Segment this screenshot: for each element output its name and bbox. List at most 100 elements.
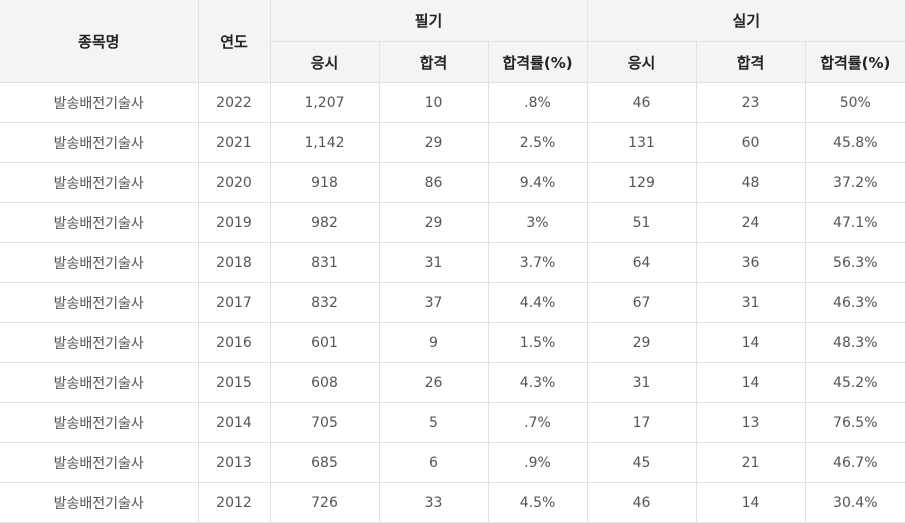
header-written-group: 필기 (269, 0, 588, 42)
cell-practical-passed: 24 (695, 202, 806, 243)
header-year: 연도 (197, 0, 271, 83)
header-practical-pass-rate: 합격률(%) (804, 41, 905, 83)
cell-practical-passed: 14 (695, 482, 806, 523)
table-body: 발송배전기술사 2022 1,207 10.8% 46 23 50% 발송배전기술사 2021 1… (0, 82, 905, 523)
cell-written-applicants: 918 (269, 162, 380, 203)
cell-written-pass-rate: 2.5% (487, 122, 588, 163)
cell-practical-applicants: 17 (586, 402, 697, 443)
cell-practical-pass-rate: 47.1% (804, 202, 905, 243)
table-header: 종목명 연도 필기 실기 응시 합격 합격률(%) 응시 합격 합격률(%) (0, 0, 905, 83)
cell-practical-applicants: 46 (586, 482, 697, 523)
header-written-pass-rate: 합격률(%) (487, 41, 588, 83)
cell-practical-pass-rate: 30.4% (804, 482, 905, 523)
cell-practical-applicants: 64 (586, 242, 697, 283)
cell-practical-pass-rate: 45.2% (804, 362, 905, 403)
cell-written-passed: 29 (378, 122, 489, 163)
header-practical-passed: 합격 (695, 41, 806, 83)
header-written-passed: 합격 (378, 41, 489, 83)
table-row: 발송배전기술사 2017 832 37 4.4% 67 31 46.3% (0, 282, 905, 323)
header-practical-group: 실기 (586, 0, 905, 42)
cell-year: 2021 (197, 122, 271, 163)
cell-practical-passed: 14 (695, 362, 806, 403)
table-row: 발송배전기술사 2015 608 26 4.3% 31 14 45.2% (0, 362, 905, 403)
header-row-groups: 종목명 연도 필기 실기 (0, 0, 905, 83)
cell-practical-applicants: 29 (586, 322, 697, 363)
cell-practical-pass-rate: 46.7% (804, 442, 905, 483)
cell-item-name: 발송배전기술사 (0, 362, 199, 403)
cell-year: 2016 (197, 322, 271, 363)
cell-written-passed: 31 (378, 242, 489, 283)
cell-year: 2018 (197, 242, 271, 283)
cell-written-passed: 86 (378, 162, 489, 203)
cell-practical-pass-rate: 46.3% (804, 282, 905, 323)
cell-year: 2019 (197, 202, 271, 243)
cell-practical-applicants: 67 (586, 282, 697, 323)
table-row: 발송배전기술사 2013 685 6.9% 45 21 46.7% (0, 442, 905, 483)
cell-written-pass-rate: 3.7% (487, 242, 588, 283)
cell-practical-pass-rate: 76.5% (804, 402, 905, 443)
cell-written-pass-rate: 4.4% (487, 282, 588, 323)
header-practical-applicants: 응시 (586, 41, 697, 83)
cell-practical-passed: 48 (695, 162, 806, 203)
cell-year: 2022 (197, 82, 271, 123)
cell-item-name: 발송배전기술사 (0, 402, 199, 443)
cell-practical-applicants: 46 (586, 82, 697, 123)
cell-written-applicants: 726 (269, 482, 380, 523)
cell-year: 2020 (197, 162, 271, 203)
cell-item-name: 발송배전기술사 (0, 122, 199, 163)
cell-written-applicants: 705 (269, 402, 380, 443)
cell-practical-pass-rate: 56.3% (804, 242, 905, 283)
cell-item-name: 발송배전기술사 (0, 442, 199, 483)
cell-practical-passed: 31 (695, 282, 806, 323)
cell-written-pass-rate: .9% (487, 442, 588, 483)
cell-practical-applicants: 129 (586, 162, 697, 203)
cell-item-name: 발송배전기술사 (0, 162, 199, 203)
cell-written-pass-rate: 3% (487, 202, 588, 243)
cell-practical-passed: 36 (695, 242, 806, 283)
cell-practical-pass-rate: 50% (804, 82, 905, 123)
cell-item-name: 발송배전기술사 (0, 282, 199, 323)
cell-written-passed: 5 (378, 402, 489, 443)
cell-written-applicants: 982 (269, 202, 380, 243)
table-row: 발송배전기술사 2022 1,207 10.8% 46 23 50% (0, 82, 905, 123)
cell-written-applicants: 1,142 (269, 122, 380, 163)
table-row: 발송배전기술사 2018 831 31 3.7% 64 36 56.3% (0, 242, 905, 283)
cell-written-passed: 26 (378, 362, 489, 403)
cell-item-name: 발송배전기술사 (0, 322, 199, 363)
cell-practical-applicants: 131 (586, 122, 697, 163)
cell-written-passed: 6 (378, 442, 489, 483)
cell-year: 2013 (197, 442, 271, 483)
cell-written-passed: 37 (378, 282, 489, 323)
cell-practical-pass-rate: 37.2% (804, 162, 905, 203)
table-row: 발송배전기술사 2020 918 86 9.4% 129 48 37.2% (0, 162, 905, 203)
cell-item-name: 발송배전기술사 (0, 482, 199, 523)
cell-practical-pass-rate: 48.3% (804, 322, 905, 363)
cell-practical-passed: 60 (695, 122, 806, 163)
table-row: 발송배전기술사 2014 705 5.7% 17 13 76.5% (0, 402, 905, 443)
cell-year: 2014 (197, 402, 271, 443)
header-written-applicants: 응시 (270, 41, 380, 83)
cell-year: 2012 (197, 482, 271, 523)
cell-written-passed: 10 (378, 82, 489, 123)
cell-written-pass-rate: 1.5% (487, 322, 588, 363)
cell-year: 2015 (197, 362, 271, 403)
cell-written-applicants: 831 (269, 242, 380, 283)
cell-practical-applicants: 31 (586, 362, 697, 403)
cell-written-passed: 29 (378, 202, 489, 243)
table-row: 발송배전기술사 2019 982 29 3% 51 24 47.1% (0, 202, 905, 243)
cell-written-applicants: 832 (269, 282, 380, 323)
cell-written-pass-rate: 9.4% (487, 162, 588, 203)
cell-written-pass-rate: 4.5% (487, 482, 588, 523)
cell-item-name: 발송배전기술사 (0, 242, 199, 283)
cell-practical-passed: 23 (695, 82, 806, 123)
cell-written-applicants: 608 (269, 362, 380, 403)
table-row: 발송배전기술사 2012 726 33 4.5% 46 14 30.4% (0, 482, 905, 523)
cell-written-passed: 33 (378, 482, 489, 523)
cell-written-pass-rate: .8% (487, 82, 588, 123)
cell-practical-applicants: 45 (586, 442, 697, 483)
table-row: 발송배전기술사 2016 601 9 1.5% 29 14 48.3% (0, 322, 905, 363)
cell-written-passed: 9 (378, 322, 489, 363)
cell-written-applicants: 685 (269, 442, 380, 483)
cell-written-applicants: 601 (269, 322, 380, 363)
